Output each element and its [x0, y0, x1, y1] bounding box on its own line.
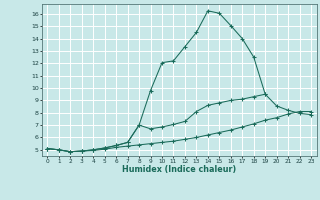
X-axis label: Humidex (Indice chaleur): Humidex (Indice chaleur): [122, 165, 236, 174]
